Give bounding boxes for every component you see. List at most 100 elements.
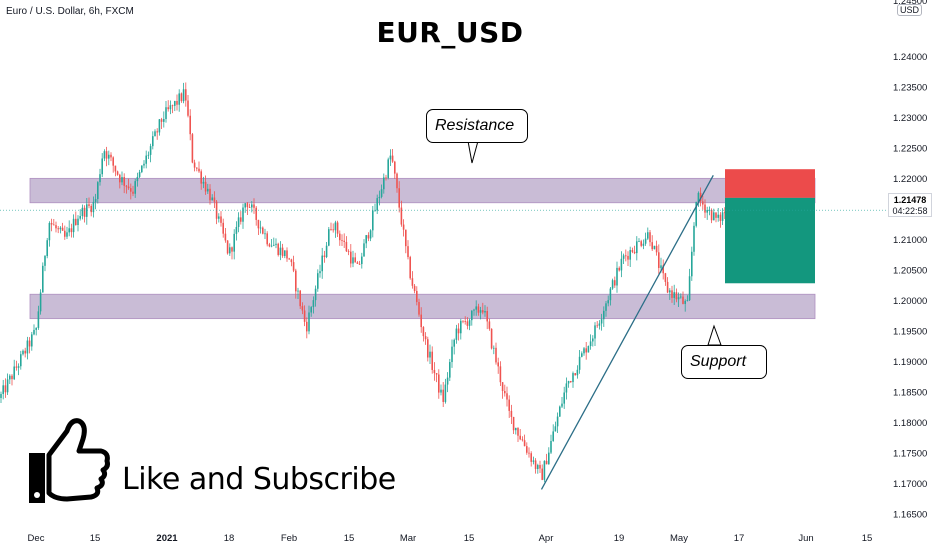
candle-body: [444, 384, 447, 402]
candle-body: [273, 244, 275, 246]
candle-body: [336, 222, 339, 234]
candle-body: [196, 167, 198, 169]
time-tick-label: Mar: [400, 533, 416, 544]
candle-body: [713, 212, 715, 221]
candle-body: [262, 227, 264, 234]
zones-layer: [29, 177, 816, 320]
candle-body: [660, 265, 662, 268]
candle-body: [182, 89, 185, 102]
candle-body: [218, 216, 220, 219]
candle-body: [310, 307, 312, 313]
candle-body: [108, 154, 110, 159]
candle-body: [561, 403, 563, 407]
candle-body: [565, 383, 568, 393]
candle-body: [143, 163, 145, 166]
candle-body: [519, 435, 521, 440]
candle-body: [66, 232, 68, 237]
candle-body: [83, 207, 86, 217]
candle-body: [697, 192, 700, 202]
candle-body: [127, 186, 130, 189]
candle-body: [37, 311, 40, 328]
candle-body: [482, 310, 484, 313]
candle-body: [246, 203, 249, 208]
candle-body: [354, 257, 356, 263]
candle-body: [116, 171, 119, 175]
candle-body: [537, 465, 539, 470]
candle-body: [105, 151, 108, 159]
candle-body: [13, 366, 15, 380]
candle-body: [17, 366, 20, 368]
time-tick-label: Apr: [539, 533, 554, 544]
price-tick-label: 1.19500: [893, 326, 927, 337]
candle-body: [301, 306, 304, 311]
candle-body: [473, 309, 475, 311]
candle-body: [59, 227, 62, 230]
candle-body: [2, 385, 4, 395]
candle-body: [539, 465, 541, 469]
candle-body: [550, 440, 552, 453]
candle-body: [288, 258, 290, 260]
candle-body: [631, 250, 634, 252]
candle-body: [455, 328, 458, 340]
candle-body: [530, 453, 532, 462]
candle-body: [185, 89, 187, 101]
candle-body: [308, 312, 310, 332]
candle-body: [449, 362, 451, 378]
time-tick-label: 17: [734, 533, 745, 544]
candle-body: [625, 255, 627, 257]
candle-body: [413, 285, 416, 291]
candle-body: [611, 280, 614, 289]
candle-body: [462, 320, 464, 322]
candle-body: [114, 165, 117, 172]
candle-body: [587, 346, 590, 353]
price-tick-label: 1.18500: [893, 387, 927, 398]
candle-body: [640, 241, 642, 246]
price-tick-label: 1.20000: [893, 296, 927, 307]
price-tick-label: 1.18000: [893, 418, 927, 429]
candle-body: [119, 174, 121, 183]
candle-body: [4, 385, 7, 393]
candle-body: [567, 381, 570, 384]
candle-body: [286, 250, 288, 259]
candle-body: [680, 296, 682, 298]
candle-body: [644, 238, 647, 244]
support-zone: [29, 293, 816, 320]
candle-body: [341, 240, 343, 241]
price-tick-label: 1.17000: [893, 479, 927, 490]
candle-body: [398, 188, 400, 208]
candle-body: [451, 346, 453, 363]
candle-body: [240, 217, 242, 222]
candle-body: [677, 297, 680, 300]
candle-body: [154, 131, 156, 137]
candle-body: [44, 256, 46, 266]
candle-body: [570, 381, 572, 383]
candle-body: [372, 210, 374, 231]
candle-body: [343, 240, 345, 242]
time-tick-label: 15: [464, 533, 475, 544]
candle-body: [429, 351, 431, 358]
candle-body: [345, 241, 348, 252]
candle-body: [572, 373, 574, 383]
candle-body: [68, 228, 70, 233]
candle-body: [614, 280, 616, 286]
candle-body: [231, 247, 233, 252]
candle-body: [200, 171, 202, 184]
candle-body: [110, 154, 112, 158]
candle-body: [684, 300, 686, 304]
candle-body: [376, 198, 378, 211]
candle-body: [259, 227, 262, 229]
candle-body: [365, 235, 367, 244]
candle-body: [248, 207, 251, 208]
promo-text: Like and Subscribe: [122, 462, 396, 497]
candle-body: [695, 201, 697, 226]
price-tick-label: 1.20500: [893, 265, 927, 276]
currency-badge[interactable]: USD: [897, 4, 923, 16]
candle-body: [629, 250, 631, 260]
candle-body: [22, 350, 24, 355]
candle-body: [242, 207, 244, 222]
candle-body: [556, 416, 559, 427]
candle-body: [460, 320, 462, 334]
candle-body: [526, 446, 528, 453]
